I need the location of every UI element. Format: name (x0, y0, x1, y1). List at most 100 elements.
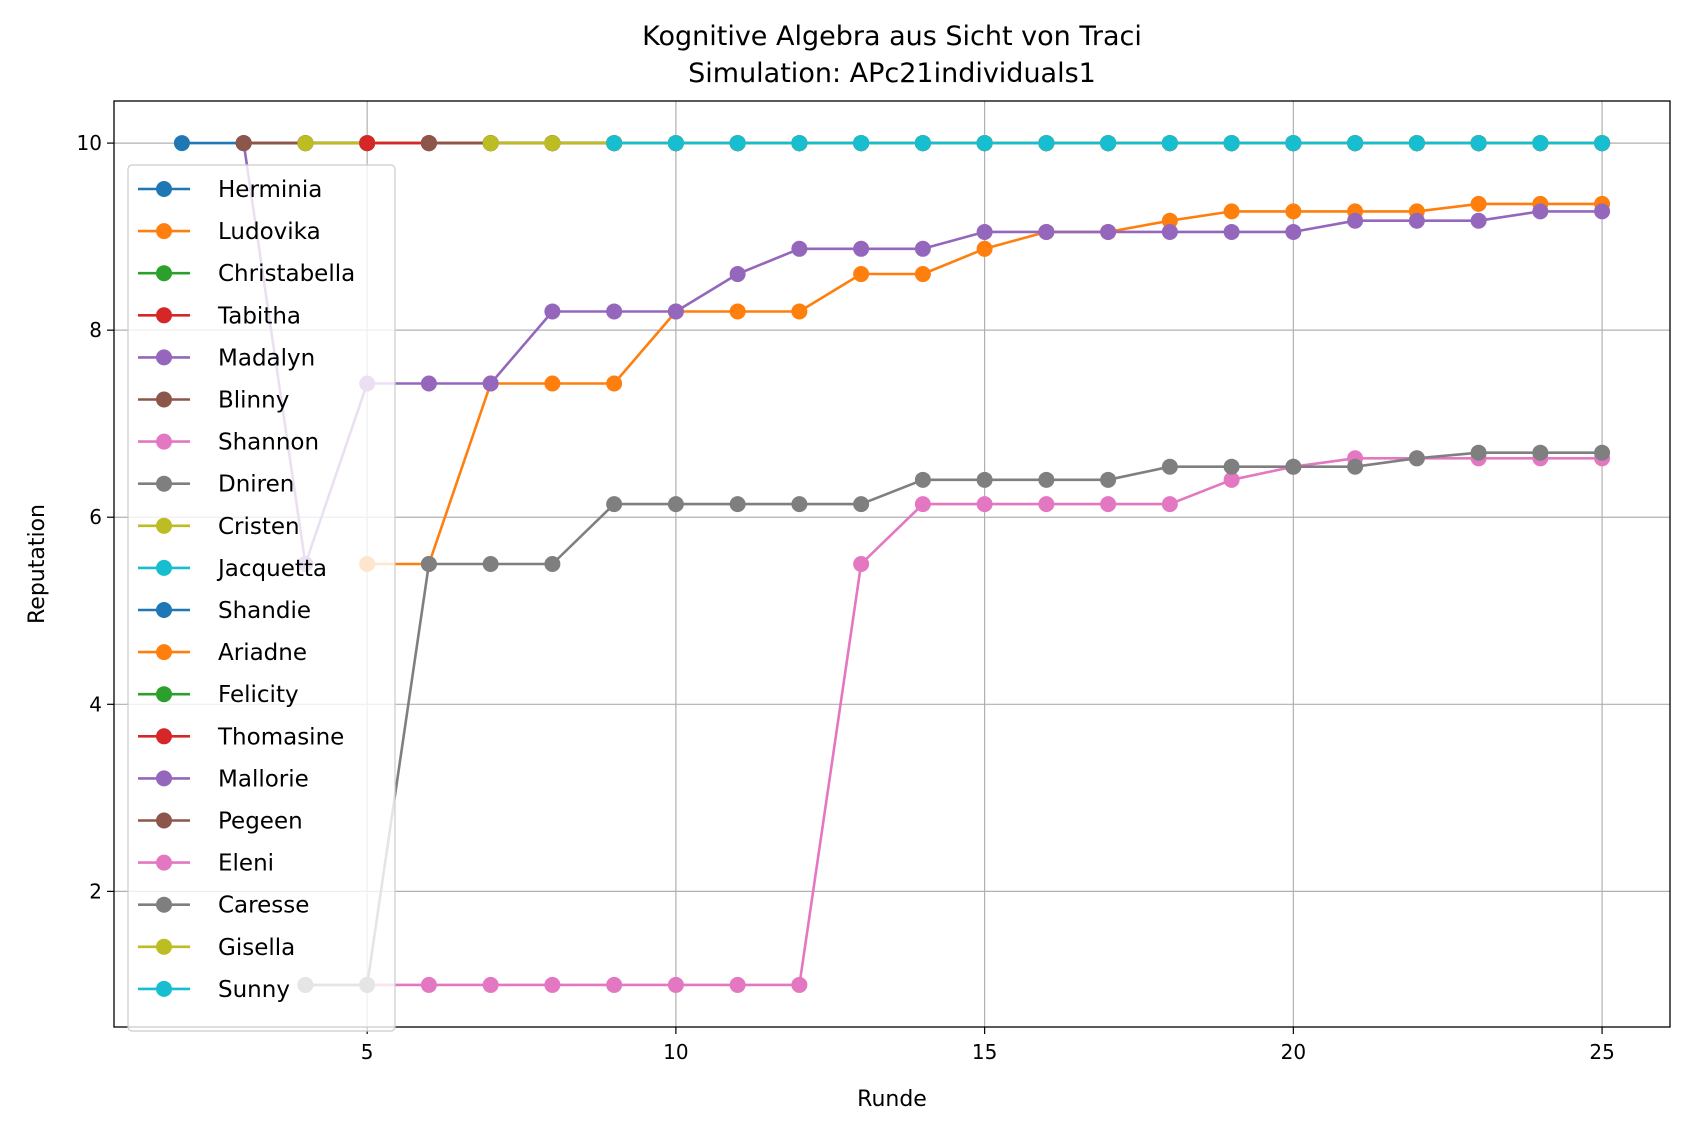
legend-label: Pegeen (218, 809, 303, 835)
legend-marker (156, 223, 172, 240)
y-axis-label: Reputation (25, 504, 50, 624)
data-point (853, 496, 870, 513)
legend-label: Gisella (218, 935, 295, 961)
legend-label: Shandie (218, 598, 311, 624)
legend-label: Caresse (218, 893, 309, 919)
data-point (667, 976, 684, 993)
data-point (420, 556, 437, 572)
data-point (1532, 203, 1549, 220)
data-point (1347, 212, 1364, 229)
data-point (544, 375, 561, 392)
data-point (420, 135, 437, 152)
data-point (976, 471, 993, 488)
legend-marker (156, 980, 172, 997)
data-point (482, 976, 499, 993)
legend-marker (156, 602, 172, 618)
legend-item: Tabitha (138, 303, 301, 329)
legend-item: Christabella (138, 261, 355, 287)
legend-label: Herminia (218, 177, 322, 203)
y-tick-label: 6 (89, 505, 102, 529)
data-point (1347, 135, 1364, 152)
legend-item: Thomasine (138, 724, 344, 750)
data-point (1408, 135, 1425, 152)
data-point (173, 135, 190, 152)
data-point (482, 556, 499, 572)
data-point (914, 496, 931, 513)
legend-marker (156, 938, 172, 955)
legend-item: Ariadne (138, 640, 307, 666)
legend-label: Felicity (218, 682, 299, 708)
data-point (1594, 203, 1611, 220)
data-point (1038, 135, 1055, 152)
data-point (420, 375, 437, 392)
legend-marker (156, 812, 172, 829)
data-point (1223, 223, 1240, 240)
legend-marker (156, 517, 172, 534)
data-point (544, 135, 561, 152)
data-point (1100, 471, 1117, 488)
legend-item: Mallorie (138, 766, 309, 792)
data-point (729, 496, 746, 513)
data-point (791, 303, 808, 320)
data-point (1100, 496, 1117, 513)
legend-item: Herminia (138, 177, 322, 203)
legend-box (127, 164, 396, 1032)
x-tick-label: 15 (972, 1040, 997, 1064)
data-point (791, 240, 808, 257)
legend-marker (156, 181, 172, 197)
data-point (667, 135, 684, 152)
data-point (1408, 450, 1425, 467)
plot-frame (113, 100, 1671, 1028)
legend-label: Shannon (218, 430, 319, 456)
legend-label: Christabella (218, 261, 355, 287)
legend-item: Caresse (138, 893, 309, 919)
legend-item: Pegeen (138, 809, 303, 835)
data-point (1470, 135, 1487, 152)
legend-marker (156, 349, 172, 366)
series-line (305, 456, 1603, 987)
legend-item: Gisella (138, 935, 295, 961)
data-point (853, 240, 870, 257)
data-point (544, 303, 561, 320)
x-axis-label: Runde (857, 1087, 927, 1112)
legend-label: Ariadne (218, 640, 307, 666)
legend-item: Shannon (138, 430, 319, 456)
data-point (1038, 223, 1055, 240)
data-point (1161, 458, 1178, 475)
legend-marker (156, 433, 172, 450)
legend-label: Blinny (218, 388, 289, 414)
x-tick-label: 20 (1281, 1040, 1306, 1064)
data-point (791, 496, 808, 513)
data-point (1470, 195, 1487, 212)
data-point (1161, 496, 1178, 513)
data-point (1347, 458, 1364, 475)
series-line (305, 451, 1603, 987)
series-sunny (606, 135, 1611, 152)
legend-label: Madalyn (218, 345, 315, 371)
y-tick-label: 4 (89, 692, 102, 716)
data-point (1038, 496, 1055, 513)
data-point (1408, 212, 1425, 229)
y-tick-label: 2 (89, 879, 102, 903)
legend-label: Ludovika (218, 219, 321, 245)
legend-marker (156, 854, 172, 871)
data-point (1594, 444, 1611, 461)
legend-marker (156, 686, 172, 703)
data-point (420, 976, 437, 993)
legend-label: Mallorie (218, 766, 309, 792)
y-tick-label: 10 (77, 131, 102, 155)
data-point (1470, 212, 1487, 229)
data-point (606, 976, 623, 993)
legend-item: Ludovika (138, 219, 321, 245)
legend-marker (156, 559, 172, 576)
legend-item: Cristen (138, 514, 300, 540)
data-point (729, 135, 746, 152)
data-point (1161, 223, 1178, 240)
data-point (976, 223, 993, 240)
data-point (1223, 135, 1240, 152)
data-point (1594, 135, 1611, 152)
legend-marker (156, 265, 172, 282)
legend-marker (156, 644, 172, 661)
data-point (729, 976, 746, 993)
chart-title: Kognitive Algebra aus Sicht von Traci (642, 21, 1142, 52)
